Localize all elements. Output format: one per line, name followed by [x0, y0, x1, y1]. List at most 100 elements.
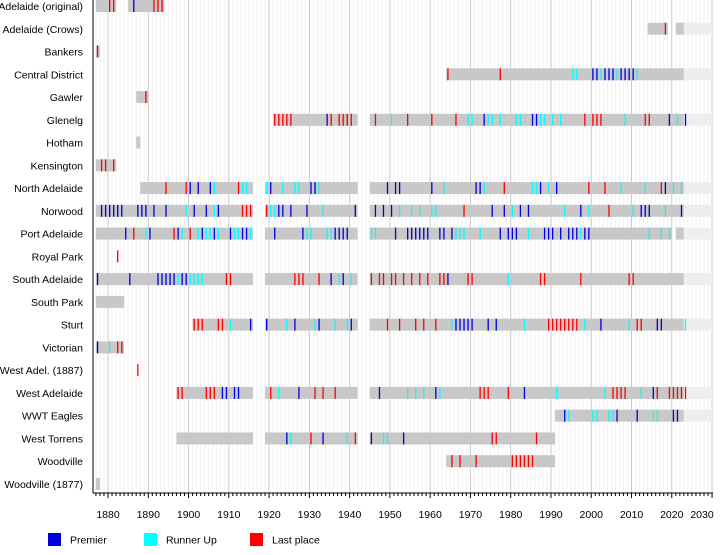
last-marker	[217, 318, 220, 331]
last-marker	[672, 386, 675, 399]
x-tick-label: 1960	[418, 509, 442, 521]
active-span-bar	[140, 182, 253, 195]
last-marker	[382, 273, 385, 286]
last-marker	[684, 386, 687, 399]
runner-up-marker	[644, 182, 646, 195]
premier-marker	[229, 227, 232, 240]
last-marker	[370, 273, 373, 286]
premier-marker	[205, 204, 207, 217]
premier-marker	[648, 204, 650, 217]
premier-marker	[169, 273, 171, 286]
last-marker	[197, 318, 199, 331]
runner-up-marker	[535, 182, 538, 195]
runner-up-marker	[197, 227, 199, 240]
premier-marker	[96, 273, 99, 286]
ongoing-span-bar	[683, 204, 713, 217]
premier-marker	[491, 204, 493, 217]
last-marker	[294, 273, 296, 286]
runner-up-marker	[290, 432, 292, 445]
premier-marker	[684, 113, 687, 126]
runner-up-marker	[560, 113, 562, 126]
premier-marker	[249, 318, 252, 331]
premier-marker	[109, 204, 111, 217]
premier-marker	[157, 273, 159, 286]
last-marker	[113, 159, 115, 172]
last-marker	[322, 386, 324, 399]
premier-marker	[515, 227, 518, 240]
legend-item-last: Last place	[250, 533, 320, 547]
legend-label: Runner Up	[166, 535, 217, 547]
premier-marker	[680, 204, 683, 217]
last-marker	[278, 113, 280, 126]
ongoing-span-bar	[683, 409, 713, 422]
premier-marker	[411, 227, 413, 240]
runner-up-marker	[350, 273, 352, 286]
premier-marker	[447, 273, 449, 286]
club-label: Kensington	[30, 160, 83, 172]
premier-marker	[165, 273, 167, 286]
runner-up-marker	[572, 68, 574, 81]
active-span-bar	[675, 227, 684, 240]
runner-up-marker	[515, 113, 518, 126]
premier-marker	[555, 182, 558, 195]
runner-up-marker	[588, 204, 590, 217]
club-label: South Park	[31, 297, 84, 309]
premier-marker	[390, 204, 393, 217]
runner-up-marker	[233, 227, 236, 240]
last-marker	[241, 204, 244, 217]
club-label: Adelaide (original)	[0, 1, 83, 13]
last-marker	[394, 273, 397, 286]
last-marker	[286, 113, 288, 126]
last-marker	[193, 318, 195, 331]
club-label: Woodville (1877)	[4, 479, 83, 491]
last-marker	[483, 386, 485, 399]
last-marker	[568, 318, 570, 331]
premier-marker	[318, 318, 320, 331]
premier-marker	[471, 318, 473, 331]
runner-up-marker	[177, 273, 179, 286]
runner-up-marker	[322, 204, 324, 217]
runner-up-marker	[564, 204, 566, 217]
last-marker	[443, 273, 445, 286]
runner-up-marker	[330, 227, 332, 240]
last-marker	[282, 113, 284, 126]
premier-marker	[298, 386, 300, 399]
premier-marker	[185, 273, 187, 286]
premier-marker	[100, 204, 103, 217]
last-marker	[539, 273, 542, 286]
premier-marker	[523, 386, 526, 399]
last-marker	[398, 318, 401, 331]
last-marker	[499, 68, 501, 81]
club-label: West Torrens	[22, 433, 83, 445]
last-marker	[648, 113, 650, 126]
premier-marker	[584, 227, 586, 240]
premier-marker	[145, 204, 147, 217]
premier-marker	[600, 318, 602, 331]
legend-swatch	[144, 533, 157, 546]
premier-marker	[612, 68, 614, 81]
premier-marker	[564, 409, 566, 422]
last-marker	[117, 250, 119, 263]
runner-up-marker	[398, 204, 401, 217]
club-row: Sturt	[61, 318, 713, 332]
premier-marker	[117, 204, 119, 217]
last-marker	[604, 182, 606, 195]
premier-marker	[431, 182, 433, 195]
runner-up-marker	[326, 227, 328, 240]
ongoing-span-bar	[683, 22, 713, 35]
last-marker	[350, 113, 352, 126]
premier-marker	[121, 204, 123, 217]
last-marker	[100, 159, 103, 172]
last-marker	[390, 273, 393, 286]
premier-marker	[274, 227, 276, 240]
club-row: Royal Park	[32, 250, 119, 263]
last-marker	[338, 113, 340, 126]
last-marker	[406, 113, 409, 126]
x-tick-label: 1890	[137, 509, 161, 521]
runner-up-marker	[145, 227, 147, 240]
premier-marker	[459, 318, 461, 331]
premier-marker	[302, 227, 304, 240]
ongoing-span-bar	[683, 386, 713, 399]
runner-up-marker	[523, 318, 526, 331]
